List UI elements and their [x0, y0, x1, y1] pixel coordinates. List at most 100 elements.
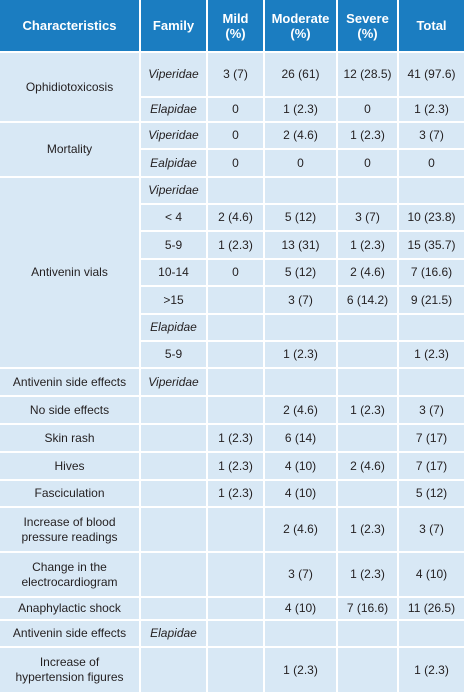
- value-cell: [336, 479, 399, 508]
- characteristic-cell: Skin rash: [0, 423, 141, 453]
- table-row: Increase of hypertension figures 1 (2.3) 1…: [0, 646, 464, 693]
- table-row: >15 3 (7) 6 (14.2) 9 (21.5): [0, 285, 464, 315]
- value-cell: 6 (14): [263, 423, 338, 453]
- value-cell: 13 (31): [263, 230, 338, 260]
- value-cell: 4 (10): [397, 551, 464, 598]
- family-cell: [139, 551, 208, 598]
- value-cell: [263, 619, 338, 648]
- value-cell: 1 (2.3): [263, 340, 338, 369]
- value-cell: 2 (4.6): [263, 121, 338, 150]
- family-cell: [139, 395, 208, 425]
- value-cell: [397, 176, 464, 205]
- header-cell: Moderate (%): [263, 0, 338, 53]
- value-cell: [336, 340, 399, 369]
- value-cell: 41 (97.6): [397, 52, 464, 98]
- value-cell: 1 (2.3): [206, 451, 265, 481]
- value-cell: 4 (10): [263, 451, 338, 481]
- value-cell: [206, 395, 265, 425]
- value-cell: [206, 176, 265, 205]
- characteristic-cell: Antivenin vials: [0, 176, 141, 369]
- family-cell: Viperidae: [139, 52, 208, 98]
- value-cell: 11 (26.5): [397, 596, 464, 621]
- header-cell: Total: [397, 0, 464, 53]
- characteristic-cell: Ophidiotoxicosis: [0, 52, 141, 123]
- value-cell: 1 (2.3): [206, 423, 265, 453]
- value-cell: 4 (10): [263, 479, 338, 508]
- value-cell: [336, 313, 399, 342]
- table-row: Antivenin side effects Elapidae: [0, 619, 464, 648]
- value-cell: 1 (2.3): [336, 121, 399, 150]
- value-cell: [206, 313, 265, 342]
- value-cell: [336, 423, 399, 453]
- family-cell: Viperidae: [139, 367, 208, 397]
- family-cell: [139, 506, 208, 553]
- characteristic-cell: Increase of blood pressure readings: [0, 506, 141, 553]
- characteristic-cell: Antivenin side effects: [0, 619, 141, 648]
- value-cell: [263, 313, 338, 342]
- value-cell: 7 (17): [397, 451, 464, 481]
- table-row: Mortality Viperidae 0 2 (4.6) 1 (2.3) 3 (7): [0, 121, 464, 178]
- table-row: Antivenin vials Viperidae: [0, 176, 464, 369]
- table-row: 5-9 1 (2.3) 13 (31) 1 (2.3) 15 (35.7): [0, 230, 464, 260]
- value-cell: 1 (2.3): [397, 340, 464, 369]
- value-cell: [336, 619, 399, 648]
- table-row: Ealpidae 0 0 0 0: [0, 148, 464, 178]
- value-cell: 1 (2.3): [397, 646, 464, 693]
- value-cell: 15 (35.7): [397, 230, 464, 260]
- value-cell: 1 (2.3): [263, 96, 338, 123]
- value-cell: 1 (2.3): [336, 551, 399, 598]
- value-cell: 4 (10): [263, 596, 338, 621]
- value-cell: 0: [206, 96, 265, 123]
- value-cell: 26 (61): [263, 52, 338, 98]
- table-row: Elapidae: [0, 313, 464, 342]
- family-cell: [139, 596, 208, 621]
- value-cell: [206, 551, 265, 598]
- characteristic-cell: Anaphylactic shock: [0, 596, 141, 621]
- value-cell: 2 (4.6): [263, 395, 338, 425]
- value-cell: 1 (2.3): [336, 506, 399, 553]
- header-row: Characteristics Family Mild (%) Moderate (%…: [0, 0, 464, 53]
- value-cell: 0: [397, 148, 464, 178]
- value-cell: 7 (16.6): [397, 258, 464, 287]
- table-row: 5-9 1 (2.3) 1 (2.3): [0, 340, 464, 369]
- characteristic-cell: Fasciculation: [0, 479, 141, 508]
- value-cell: [206, 596, 265, 621]
- value-cell: 5 (12): [263, 203, 338, 232]
- value-cell: [397, 313, 464, 342]
- table-row: Fasciculation 1 (2.3) 4 (10) 5 (12): [0, 479, 464, 508]
- characteristic-cell: Hives: [0, 451, 141, 481]
- characteristic-cell: Antivenin side effects: [0, 367, 141, 397]
- value-cell: 7 (17): [397, 423, 464, 453]
- family-cell: [139, 479, 208, 508]
- value-cell: 6 (14.2): [336, 285, 399, 315]
- value-cell: 10 (23.8): [397, 203, 464, 232]
- table-row: Hives 1 (2.3) 4 (10) 2 (4.6) 7 (17): [0, 451, 464, 481]
- table-body: Ophidiotoxicosis Viperidae 3 (7) 26 (61) 12 …: [0, 52, 464, 693]
- value-cell: 7 (16.6): [336, 596, 399, 621]
- characteristic-cell: Increase of hypertension figures: [0, 646, 141, 693]
- table-row: No side effects 2 (4.6) 1 (2.3) 3 (7): [0, 395, 464, 425]
- value-cell: 3 (7): [206, 52, 265, 98]
- table-row: Ophidiotoxicosis Viperidae 3 (7) 26 (61) 12 …: [0, 52, 464, 123]
- value-cell: [336, 646, 399, 693]
- value-cell: [206, 285, 265, 315]
- value-cell: 0: [206, 258, 265, 287]
- value-cell: 3 (7): [263, 551, 338, 598]
- value-cell: 1 (2.3): [336, 395, 399, 425]
- value-cell: [206, 619, 265, 648]
- value-cell: 0: [336, 96, 399, 123]
- value-cell: [263, 367, 338, 397]
- table-row: Antivenin side effects Viperidae: [0, 367, 464, 397]
- family-cell: >15: [140, 285, 208, 315]
- characteristic-cell: Change in the electrocardiogram: [0, 551, 141, 598]
- value-cell: [206, 340, 265, 369]
- characteristic-cell: Mortality: [0, 121, 141, 178]
- table-row: Elapidae 0 1 (2.3) 0 1 (2.3): [0, 96, 464, 123]
- value-cell: 0: [206, 121, 265, 150]
- family-cell: Ealpidae: [140, 148, 208, 178]
- family-cell: [139, 646, 208, 693]
- value-cell: 2 (4.6): [336, 451, 399, 481]
- value-cell: [206, 367, 265, 397]
